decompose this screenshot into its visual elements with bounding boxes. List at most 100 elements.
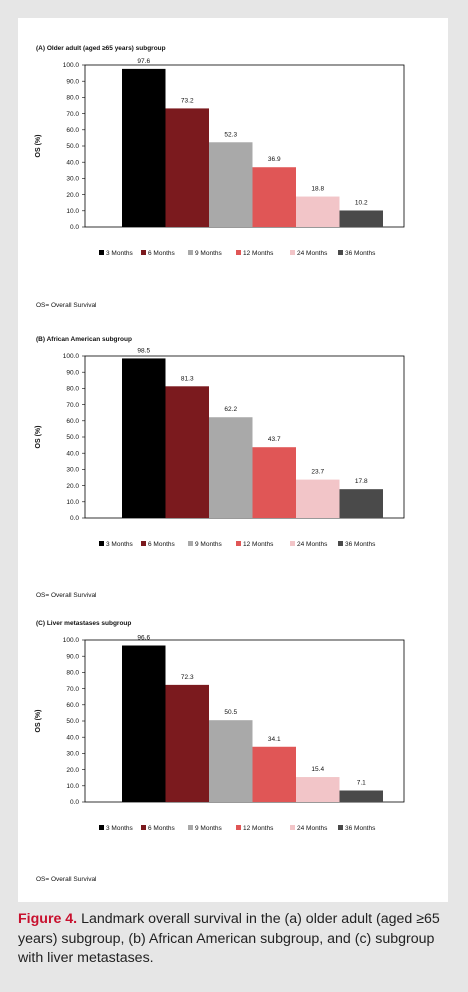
y-tick-label: 60.0 — [66, 418, 79, 425]
bar — [339, 210, 383, 227]
chart-title: (C) Liver metastases subgroup — [36, 620, 132, 627]
y-tick-label: 20.0 — [66, 767, 79, 774]
legend-swatch — [188, 250, 193, 255]
y-tick-label: 80.0 — [66, 95, 79, 102]
bar — [165, 386, 209, 518]
legend-label: 3 Months — [106, 541, 133, 548]
data-label: 73.2 — [181, 97, 194, 104]
bar — [209, 720, 253, 802]
y-tick-label: 100.0 — [63, 353, 80, 360]
legend-swatch — [188, 825, 193, 830]
bar — [252, 447, 296, 518]
chart-c-svg: 0.0 10.0 20.0 30.0 40.0 50.0 60.0 70.0 80.0 90.0 1… — [35, 635, 405, 832]
data-label: 52.3 — [224, 131, 237, 138]
y-tick-label: 80.0 — [66, 386, 79, 393]
bar — [122, 68, 166, 227]
y-tick-label: 50.0 — [66, 143, 79, 150]
legend-swatch — [338, 250, 343, 255]
y-tick-label: 10.0 — [66, 208, 79, 215]
y-tick-label: 80.0 — [66, 670, 79, 677]
data-label: 81.3 — [181, 375, 194, 382]
y-axis-label: OS (%) — [35, 426, 42, 449]
figure-caption: Figure 4. Landmark overall survival in t… — [18, 910, 450, 969]
y-tick-label: 10.0 — [66, 783, 79, 790]
legend-swatch — [188, 541, 193, 546]
legend-swatch — [236, 825, 241, 830]
y-tick-label: 40.0 — [66, 159, 79, 166]
legend-label: 12 Months — [243, 250, 274, 257]
data-label: 43.7 — [268, 436, 281, 443]
legend-label: 24 Months — [297, 250, 328, 257]
y-tick-label: 40.0 — [66, 450, 79, 457]
legend-label: 9 Months — [195, 250, 222, 257]
chart-title: (B) African American subgroup — [36, 336, 132, 343]
data-label: 34.1 — [268, 736, 281, 743]
y-tick-label: 40.0 — [66, 734, 79, 741]
y-tick-label: 0.0 — [70, 224, 79, 231]
data-label: 18.8 — [311, 186, 324, 193]
chart-note: OS= Overall Survival — [36, 592, 97, 599]
y-tick-label: 90.0 — [66, 653, 79, 660]
y-tick-label: 50.0 — [66, 718, 79, 725]
data-label: 98.5 — [137, 347, 150, 354]
legend-swatch — [99, 541, 104, 546]
legend-swatch — [141, 541, 146, 546]
data-label: 17.8 — [355, 478, 368, 485]
y-tick-label: 90.0 — [66, 78, 79, 85]
y-tick-label: 10.0 — [66, 499, 79, 506]
data-label: 62.2 — [224, 406, 237, 413]
bar — [122, 645, 166, 802]
legend-label: 24 Months — [297, 541, 328, 548]
legend-label: 24 Months — [297, 825, 328, 832]
bar — [339, 790, 383, 802]
bar — [209, 142, 253, 227]
y-tick-label: 20.0 — [66, 483, 79, 490]
bar — [122, 358, 166, 518]
bar — [339, 489, 383, 518]
bar — [252, 167, 296, 227]
figure-panel: (A) Older adult (aged ≥65 years) subgrou… — [18, 18, 448, 902]
data-label: 50.5 — [224, 709, 237, 716]
legend-label: 36 Months — [345, 541, 376, 548]
y-tick-label: 100.0 — [63, 62, 80, 69]
y-tick-label: 90.0 — [66, 369, 79, 376]
y-tick-label: 0.0 — [70, 515, 79, 522]
bar — [209, 417, 253, 518]
legend-swatch — [236, 541, 241, 546]
legend-swatch — [141, 825, 146, 830]
chart-b-svg: 0.0 10.0 20.0 30.0 40.0 50.0 60.0 70.0 80.0 90.0 1… — [35, 347, 405, 548]
bar — [165, 108, 209, 227]
chart-c: (C) Liver metastases subgroup 0.0 10.0 20.… — [18, 620, 448, 890]
y-tick-label: 30.0 — [66, 467, 79, 474]
chart-note: OS= Overall Survival — [36, 876, 97, 883]
legend-swatch — [290, 250, 295, 255]
bar — [296, 479, 340, 518]
legend-swatch — [338, 541, 343, 546]
legend-label: 12 Months — [243, 541, 274, 548]
legend-label: 6 Months — [148, 541, 175, 548]
chart-b: (B) African American subgroup 0.0 10.0 20.… — [18, 336, 448, 606]
legend-swatch — [290, 825, 295, 830]
data-label: 10.2 — [355, 199, 368, 206]
chart-a-svg: 0.0 10.0 20.0 30.0 40.0 50.0 60.0 70.0 80.0 90.0 1… — [35, 58, 405, 257]
legend-label: 9 Months — [195, 825, 222, 832]
y-tick-label: 70.0 — [66, 111, 79, 118]
y-tick-label: 60.0 — [66, 127, 79, 134]
legend-label: 9 Months — [195, 541, 222, 548]
legend-label: 12 Months — [243, 825, 274, 832]
legend-label: 36 Months — [345, 250, 376, 257]
y-tick-label: 30.0 — [66, 176, 79, 183]
legend-label: 3 Months — [106, 825, 133, 832]
bar — [252, 746, 296, 802]
bar — [165, 684, 209, 802]
legend-label: 6 Months — [148, 825, 175, 832]
legend-swatch — [338, 825, 343, 830]
y-tick-label: 0.0 — [70, 799, 79, 806]
data-label: 96.6 — [137, 635, 150, 642]
y-tick-label: 70.0 — [66, 686, 79, 693]
data-label: 23.7 — [311, 469, 324, 476]
y-tick-label: 20.0 — [66, 192, 79, 199]
data-label: 72.3 — [181, 674, 194, 681]
data-label: 97.6 — [137, 58, 150, 65]
legend-swatch — [99, 250, 104, 255]
